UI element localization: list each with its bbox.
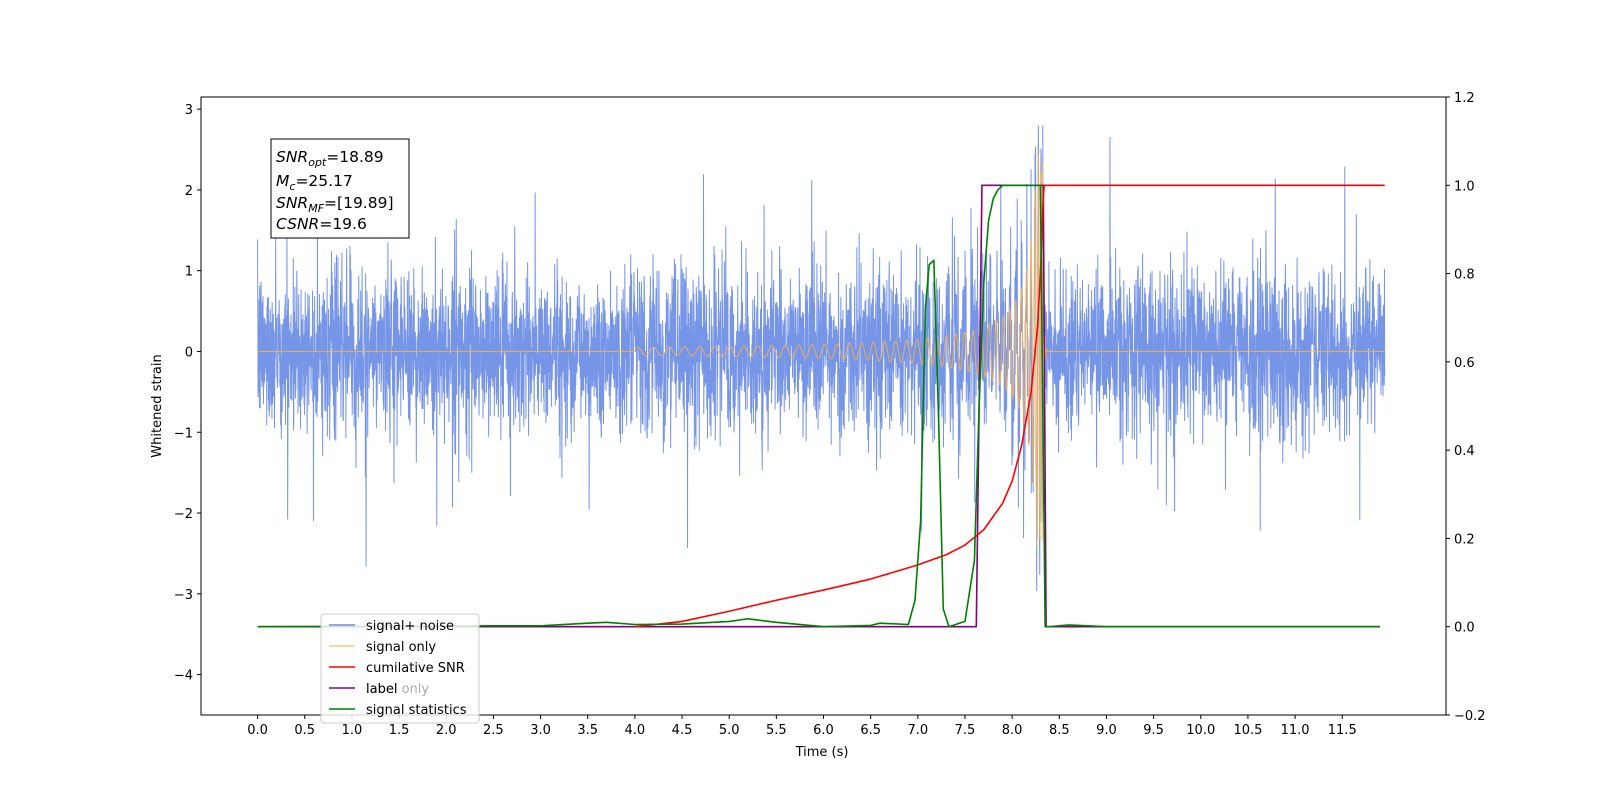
series-signal-only-line	[257, 155, 1385, 548]
x-tick-label: 1.5	[389, 723, 410, 738]
y-right-tick-label: 1.2	[1454, 91, 1475, 106]
y-right-tick-label: 0.4	[1454, 444, 1475, 459]
x-tick-label: 7.0	[907, 723, 928, 738]
legend-hidden-label-only: label only	[366, 682, 429, 697]
annotation-snr-mf-value: =[19.89]	[324, 194, 393, 212]
x-tick-label: 5.0	[719, 723, 740, 738]
x-tick-label: 2.0	[436, 723, 457, 738]
y-left-tick-label: 1	[185, 265, 193, 280]
series-signal-noise-line	[257, 125, 1386, 591]
x-tick-label: 3.0	[530, 723, 551, 738]
plot-area	[257, 125, 1386, 628]
y-right-tick-label: −0.2	[1454, 709, 1486, 724]
legend-label-signal-only: signal only	[366, 640, 436, 655]
annotation-snr-mf-subscript: MF	[308, 202, 324, 215]
y-right-tick-label: 0.0	[1454, 621, 1475, 636]
annotation-snr-opt-value: =18.89	[326, 148, 383, 166]
series-signal-statistics-line	[257, 184, 1380, 628]
x-tick-label: 8.5	[1049, 723, 1070, 738]
y-left-tick-label: 3	[185, 103, 193, 118]
legend-frame	[320, 613, 480, 724]
x-tick-label: 9.0	[1096, 723, 1117, 738]
y-axis-label: Whitened strain	[150, 354, 165, 457]
annotation-snr-opt: SNRopt=18.89	[276, 148, 384, 169]
x-tick-label: 10.5	[1233, 723, 1262, 738]
y-right-tick-label: 0.8	[1454, 268, 1475, 283]
legend-label-signal-noise: signal+ noise	[366, 619, 454, 634]
y-axis-left: 3 2 1 0 −1 −2 −3 −4	[174, 103, 201, 684]
annotation-snr-mf: SNRMF=[19.89]	[276, 194, 394, 215]
x-tick-label: 1.0	[342, 723, 363, 738]
annotation-frame	[270, 138, 410, 239]
x-tick-label: 6.0	[813, 723, 834, 738]
annotation-mc-symbol: M	[276, 172, 289, 190]
x-tick-label: 4.5	[672, 723, 693, 738]
legend: signal+ noise signal only cumilative SNR…	[320, 613, 480, 724]
y-left-tick-label: −4	[174, 669, 193, 684]
annotation-csnr-symbol: CSNR	[276, 215, 319, 233]
y-left-tick-label: −2	[174, 507, 193, 522]
x-tick-label: 6.5	[860, 723, 881, 738]
x-tick-label: 9.5	[1143, 723, 1164, 738]
x-tick-label: 0.0	[247, 723, 268, 738]
parameter-annotation: SNRopt=18.89 Mc=25.17 SNRMF=[19.89] CSNR…	[270, 138, 410, 239]
y-left-tick-label: −1	[174, 426, 193, 441]
annotation-mc-value: =25.17	[295, 172, 352, 190]
x-tick-label: 8.0	[1002, 723, 1023, 738]
annotation-snr-mf-symbol: SNR	[276, 194, 308, 212]
y-right-tick-label: 1.0	[1454, 179, 1475, 194]
x-tick-label: 11.0	[1281, 723, 1310, 738]
x-tick-label: 3.5	[577, 723, 598, 738]
y-right-tick-label: 0.6	[1454, 356, 1475, 371]
y-left-tick-label: 2	[185, 184, 193, 199]
x-axis: 0.0 0.5 1.0 1.5 2.0 2.5 3.0 3.5 4.0 4.5 5.0 5.5 6.0 6…	[247, 715, 1357, 738]
x-axis-label: Time (s)	[795, 745, 849, 760]
legend-label-cumulative-snr: cumilative SNR	[366, 661, 465, 676]
x-tick-label: 7.5	[955, 723, 976, 738]
x-tick-label: 4.0	[625, 723, 646, 738]
annotation-snr-opt-subscript: opt	[308, 156, 327, 169]
x-tick-label: 2.5	[483, 723, 504, 738]
y-axis-right: 1.2 1.0 0.8 0.6 0.4 0.2 0.0 −0.2	[1446, 91, 1486, 724]
y-left-tick-label: −3	[174, 588, 193, 603]
x-tick-label: 10.0	[1186, 723, 1215, 738]
series-cumulative-snr-line	[634, 184, 1385, 628]
annotation-mc-subscript: c	[289, 180, 295, 193]
annotation-csnr-value: =19.6	[319, 215, 367, 233]
annotation-mc: Mc=25.17	[276, 172, 353, 193]
y-right-tick-label: 0.2	[1454, 532, 1475, 547]
x-tick-label: 5.5	[766, 723, 787, 738]
y-left-tick-label: 0	[185, 345, 193, 360]
legend-label-signal-statistics: signal statistics	[366, 703, 467, 718]
annotation-csnr: CSNR=19.6	[276, 215, 367, 233]
x-tick-label: 11.5	[1328, 723, 1357, 738]
annotation-snr-opt-symbol: SNR	[276, 148, 308, 166]
x-tick-label: 0.5	[294, 723, 315, 738]
legend-label-label: label	[366, 682, 397, 697]
